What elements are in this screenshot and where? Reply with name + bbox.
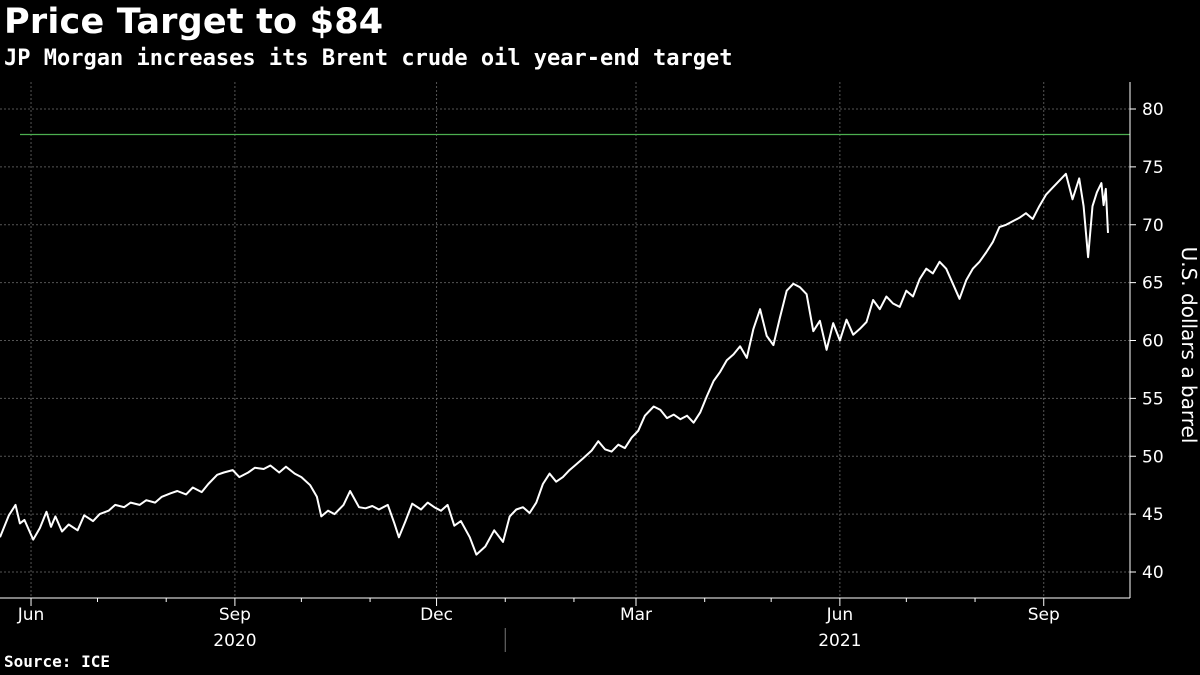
x-tick-label: Jun xyxy=(826,605,854,625)
axes: 40 45 50 55 60 65 70 75 80 Jun Sep Dec Mar Jun Sep 2020… xyxy=(0,82,1164,652)
grid-lines xyxy=(0,82,1130,598)
y-tick-label: 60 xyxy=(1142,332,1164,352)
y-tick-label: 75 xyxy=(1142,158,1164,178)
brent-price-line xyxy=(0,172,1109,556)
x-tick-label: Mar xyxy=(620,605,652,625)
source-note: Source: ICE xyxy=(4,652,110,671)
chart-subtitle: JP Morgan increases its Brent crude oil … xyxy=(4,46,733,71)
chart-title: Price Target to $84 xyxy=(4,2,384,42)
year-label: 2020 xyxy=(213,631,256,651)
x-tick-label: Sep xyxy=(219,605,251,625)
x-tick-label: Dec xyxy=(420,605,453,625)
y-axis-label: U.S. dollars a barrel xyxy=(1177,247,1200,444)
year-label: 2021 xyxy=(818,631,861,651)
y-tick-label: 65 xyxy=(1142,274,1164,294)
x-tick-label: Jun xyxy=(17,605,45,625)
series-line-layer xyxy=(0,172,1109,556)
y-tick-label: 45 xyxy=(1142,505,1164,525)
x-tick-label: Sep xyxy=(1028,605,1060,625)
y-tick-label: 70 xyxy=(1142,216,1164,236)
y-tick-label: 40 xyxy=(1142,563,1164,583)
y-tick-label: 80 xyxy=(1142,100,1164,120)
y-tick-label: 50 xyxy=(1142,447,1164,467)
y-tick-label: 55 xyxy=(1142,389,1164,409)
